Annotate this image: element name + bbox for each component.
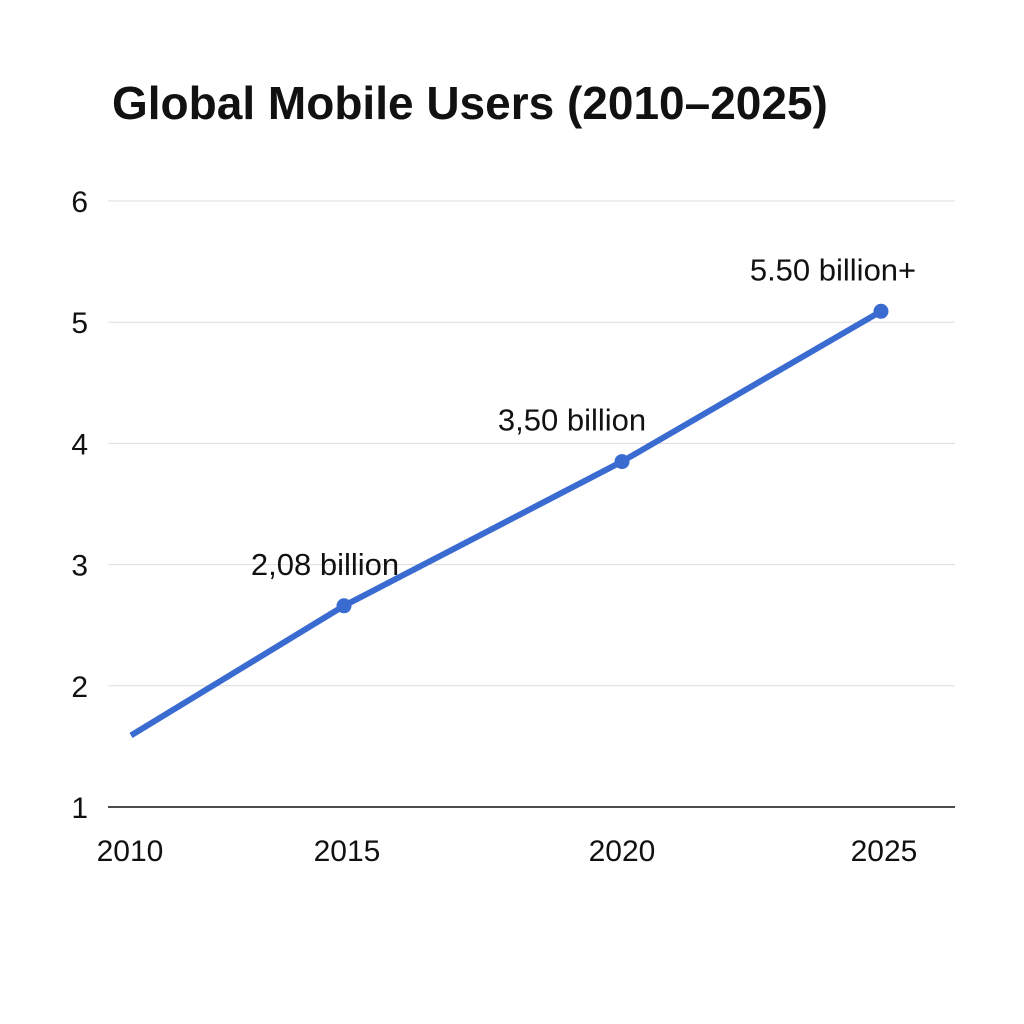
- data-point-marker: [873, 303, 889, 319]
- data-label: 5.50 billion+: [750, 252, 916, 287]
- y-tick-label: 3: [71, 550, 88, 583]
- y-tick-label: 4: [71, 428, 88, 461]
- x-tick-label: 2015: [314, 835, 381, 868]
- x-tick-label: 2020: [589, 835, 656, 868]
- data-label: 3,50 billion: [498, 403, 646, 438]
- y-tick-label: 5: [71, 307, 88, 340]
- chart-title: Global Mobile Users (2010–2025): [112, 77, 828, 129]
- x-tick-label: 2010: [97, 835, 164, 868]
- data-point-marker: [614, 454, 630, 470]
- y-tick-label: 2: [71, 671, 88, 704]
- y-tick-label: 1: [71, 792, 88, 825]
- series-line: [129, 308, 883, 739]
- data-point-marker: [336, 598, 352, 614]
- y-tick-label: 6: [71, 186, 88, 219]
- x-tick-label: 2025: [851, 835, 918, 868]
- data-label: 2,08 billion: [251, 547, 399, 582]
